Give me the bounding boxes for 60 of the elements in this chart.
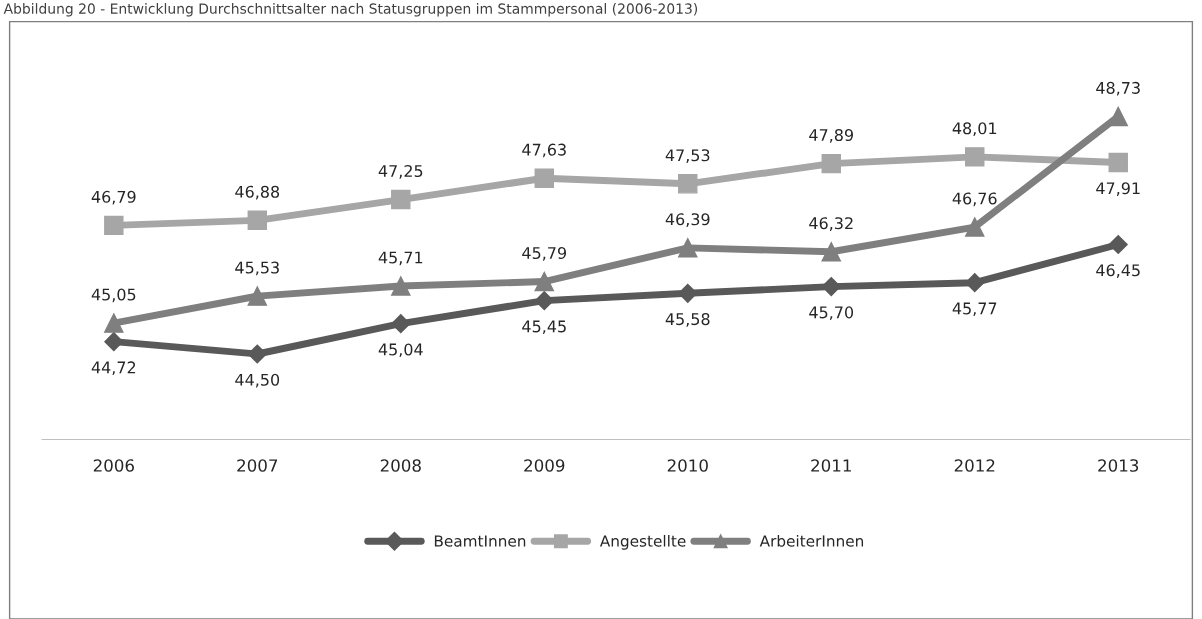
- point: [534, 271, 555, 292]
- data-label: 45,79: [522, 246, 567, 261]
- legend-label: BeamtInnen: [434, 535, 526, 547]
- data-label: 46,45: [1096, 264, 1140, 278]
- point: [821, 153, 841, 174]
- data-label: 45,71: [378, 251, 423, 266]
- data-label: 46,76: [952, 192, 997, 207]
- point: [1108, 234, 1128, 255]
- data-label: 45,53: [235, 261, 279, 276]
- point: [1108, 106, 1128, 127]
- x-tick-label: 2011: [811, 459, 851, 472]
- x-tick-label: 2012: [954, 459, 995, 472]
- legend-label: ArbeiterInnen: [759, 534, 864, 547]
- point: [391, 314, 411, 334]
- point: [247, 286, 268, 306]
- point: [965, 217, 985, 237]
- x-tick-label: 2009: [524, 459, 565, 472]
- point: [678, 283, 698, 303]
- data-label: 45,45: [522, 320, 566, 335]
- data-label: 45,05: [91, 288, 136, 303]
- point: [247, 344, 267, 364]
- point: [678, 238, 698, 258]
- data-label: 46,88: [235, 185, 280, 200]
- data-label: 47,53: [665, 149, 710, 163]
- data-label: 45,77: [952, 302, 997, 317]
- point: [965, 273, 985, 293]
- legend-label: Angestellte: [599, 534, 686, 550]
- data-label: 46,39: [665, 213, 710, 227]
- point: [1108, 152, 1128, 173]
- data-label: 46,32: [809, 217, 853, 231]
- point: [247, 210, 268, 231]
- data-label: 44,50: [235, 373, 280, 388]
- data-label: 45,04: [378, 343, 423, 358]
- data-label: 47,91: [1096, 182, 1140, 196]
- data-label: 48,73: [1096, 81, 1140, 96]
- data-label: 47,63: [522, 143, 566, 158]
- point: [391, 189, 411, 210]
- x-tick-label: 2006: [93, 459, 134, 472]
- data-label: 47,25: [378, 164, 423, 179]
- point: [534, 291, 554, 311]
- data-label: 44,72: [91, 361, 136, 376]
- data-label: 46,79: [91, 190, 136, 205]
- x-tick-label: 2013: [1098, 459, 1139, 472]
- point: [678, 174, 698, 194]
- point: [821, 242, 841, 262]
- point: [534, 168, 555, 188]
- data-label: 47,89: [809, 129, 853, 143]
- data-label: 48,01: [952, 122, 997, 136]
- point: [821, 277, 841, 297]
- x-tick-label: 2008: [380, 459, 421, 472]
- chart-title: Abbildung 20 - Entwicklung Durchschnittsalter nach Statusgruppen im Stammpersonal (2006-2013): [3, 3, 698, 17]
- data-label: 45,70: [809, 306, 854, 321]
- x-tick-label: 2010: [667, 459, 708, 472]
- point: [104, 332, 124, 352]
- point: [104, 215, 124, 236]
- point: [391, 276, 411, 296]
- data-label: 45,58: [665, 313, 710, 327]
- x-tick-label: 2007: [237, 459, 278, 472]
- point: [104, 313, 124, 333]
- point: [965, 147, 985, 167]
